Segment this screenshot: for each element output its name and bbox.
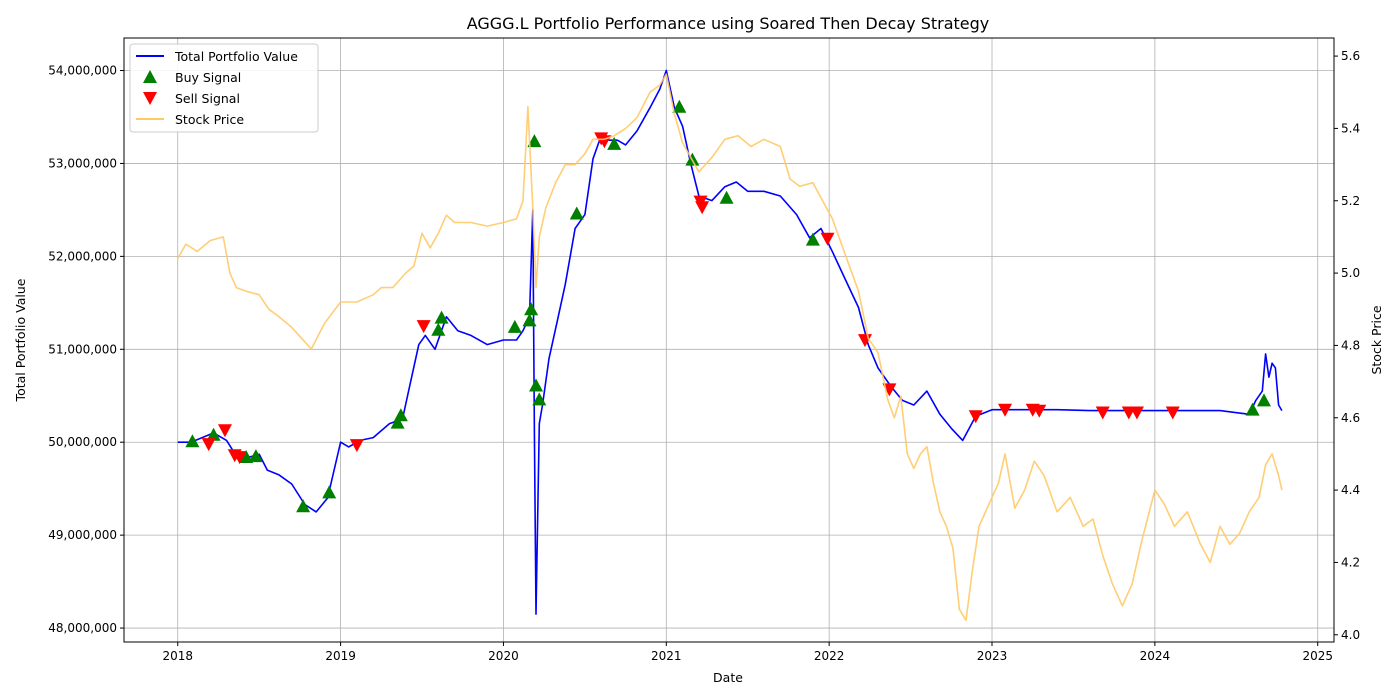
buy-signal-point bbox=[296, 499, 311, 513]
y-axis-left-label: Total Portfolio Value bbox=[13, 278, 28, 402]
y-right-tick-label: 5.2 bbox=[1341, 194, 1360, 208]
buy-signal-point bbox=[672, 99, 687, 113]
buy-signal-point bbox=[434, 310, 449, 324]
y-right-tick-label: 5.4 bbox=[1341, 121, 1360, 135]
legend-swatch-sell bbox=[143, 92, 157, 105]
buy-signal-point bbox=[390, 415, 405, 429]
buy-signal-point bbox=[239, 450, 254, 464]
x-tick-label: 2019 bbox=[325, 649, 356, 663]
x-tick-label: 2020 bbox=[488, 649, 519, 663]
legend: Total Portfolio Value Buy Signal Sell Si… bbox=[129, 43, 319, 133]
sell-signal-point bbox=[1129, 406, 1144, 420]
chart-title: AGGG.L Portfolio Performance using Soare… bbox=[467, 14, 990, 33]
sell-signal-point bbox=[968, 410, 983, 424]
legend-box bbox=[129, 43, 319, 133]
sell-signal-point bbox=[882, 383, 897, 397]
buy-signal-point bbox=[719, 190, 734, 204]
buy-signal-point bbox=[527, 134, 542, 148]
y-axis-right-label: Stock Price bbox=[1369, 305, 1384, 374]
buy-signal-point bbox=[185, 434, 200, 448]
y-axis-left: 48,000,000 49,000,000 50,000,000 51,000,000… bbox=[48, 64, 124, 635]
sell-signal-point bbox=[695, 201, 710, 215]
sell-signal-point bbox=[217, 424, 232, 438]
y-right-tick-label: 5.0 bbox=[1341, 266, 1360, 280]
y-right-tick-label: 4.2 bbox=[1341, 555, 1360, 569]
plot-frame bbox=[123, 37, 1335, 643]
x-tick-label: 2022 bbox=[814, 649, 845, 663]
series-line-stock-price bbox=[177, 73, 1283, 622]
y-right-tick-label: 4.4 bbox=[1341, 483, 1360, 497]
legend-label-buy: Buy Signal bbox=[175, 70, 241, 85]
buy-signal-point bbox=[393, 408, 408, 422]
y-right-tick-label: 4.6 bbox=[1341, 411, 1360, 425]
y-left-tick-label: 51,000,000 bbox=[48, 342, 117, 356]
legend-swatch-buy bbox=[143, 70, 157, 83]
y-right-tick-label: 4.0 bbox=[1341, 628, 1360, 642]
sell-signal-point bbox=[820, 232, 835, 246]
y-left-tick-label: 52,000,000 bbox=[48, 249, 117, 263]
x-axis-label: Date bbox=[713, 670, 743, 685]
buy-signal-point bbox=[248, 449, 263, 463]
buy-signal-point bbox=[522, 313, 537, 327]
y-left-tick-label: 53,000,000 bbox=[48, 156, 117, 170]
buy-signal-point bbox=[529, 378, 544, 392]
plot-area bbox=[177, 69, 1283, 622]
buy-signal-point bbox=[206, 427, 221, 441]
sell-signal-point bbox=[998, 403, 1013, 417]
sell-signal-point bbox=[1165, 406, 1180, 420]
x-tick-label: 2023 bbox=[977, 649, 1008, 663]
sell-signal-point bbox=[1032, 404, 1047, 418]
legend-label-sell: Sell Signal bbox=[175, 91, 240, 106]
sell-signal-point bbox=[1095, 406, 1110, 420]
x-tick-label: 2021 bbox=[651, 649, 682, 663]
sell-signal-point bbox=[201, 438, 216, 452]
legend-label-portfolio: Total Portfolio Value bbox=[174, 49, 298, 64]
buy-signal-point bbox=[805, 232, 820, 246]
y-left-tick-label: 48,000,000 bbox=[48, 621, 117, 635]
y-right-tick-label: 4.8 bbox=[1341, 338, 1360, 352]
y-axis-right: 4.0 4.2 4.4 4.6 4.8 5.0 5.2 5.4 5.6 bbox=[1334, 49, 1360, 642]
y-left-tick-label: 54,000,000 bbox=[48, 64, 117, 78]
buy-signal-point bbox=[532, 392, 547, 406]
grid bbox=[124, 38, 1334, 642]
x-tick-label: 2025 bbox=[1302, 649, 1333, 663]
x-tick-label: 2024 bbox=[1140, 649, 1171, 663]
buy-signal-point bbox=[1256, 393, 1271, 407]
sell-signal-point bbox=[349, 439, 364, 453]
legend-label-price: Stock Price bbox=[175, 112, 244, 127]
buy-signal-point bbox=[431, 322, 446, 336]
y-left-tick-label: 49,000,000 bbox=[48, 528, 117, 542]
buy-signal-point bbox=[524, 302, 539, 316]
sell-signal-point bbox=[416, 320, 431, 334]
x-tick-label: 2018 bbox=[162, 649, 193, 663]
y-right-tick-label: 5.6 bbox=[1341, 49, 1360, 63]
y-left-tick-label: 50,000,000 bbox=[48, 435, 117, 449]
buy-signal-point bbox=[569, 206, 584, 220]
buy-signal-point bbox=[507, 319, 522, 333]
buy-signal-point bbox=[607, 136, 622, 150]
sell-signal-point bbox=[232, 451, 247, 465]
buy-signal-point bbox=[1245, 402, 1260, 416]
buy-signal-point bbox=[322, 485, 337, 499]
x-axis: 2018 2019 2020 2021 2022 2023 2024 2025 bbox=[162, 642, 1333, 663]
